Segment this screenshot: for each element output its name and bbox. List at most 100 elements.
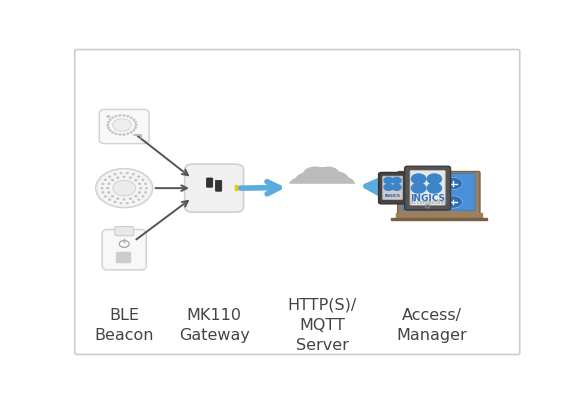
Circle shape <box>107 127 109 128</box>
Bar <box>121 256 125 259</box>
Circle shape <box>405 177 423 190</box>
Circle shape <box>114 174 116 175</box>
Bar <box>396 213 482 218</box>
Circle shape <box>411 183 426 193</box>
Circle shape <box>133 130 135 131</box>
Circle shape <box>392 184 401 190</box>
FancyBboxPatch shape <box>75 50 520 354</box>
Circle shape <box>115 133 117 134</box>
Circle shape <box>115 116 117 117</box>
Circle shape <box>142 179 144 180</box>
Text: INGICS: INGICS <box>385 194 400 198</box>
Circle shape <box>135 124 137 126</box>
Bar <box>235 185 237 190</box>
FancyBboxPatch shape <box>410 170 445 205</box>
Circle shape <box>113 119 131 131</box>
Text: iot connectivity: iot connectivity <box>409 200 447 205</box>
Circle shape <box>135 196 137 197</box>
Bar <box>121 252 125 255</box>
Circle shape <box>135 122 136 123</box>
Circle shape <box>108 192 110 193</box>
Circle shape <box>113 180 136 196</box>
Circle shape <box>140 188 142 189</box>
Circle shape <box>130 117 132 118</box>
Circle shape <box>119 134 121 135</box>
Circle shape <box>135 180 137 181</box>
Circle shape <box>335 178 354 191</box>
Circle shape <box>129 177 132 178</box>
Ellipse shape <box>96 168 153 208</box>
Circle shape <box>142 196 144 197</box>
FancyBboxPatch shape <box>215 180 222 191</box>
Text: Access/
Manager: Access/ Manager <box>397 308 467 342</box>
Circle shape <box>133 119 135 120</box>
Circle shape <box>427 183 441 193</box>
Circle shape <box>108 183 110 184</box>
Bar <box>390 218 487 220</box>
Circle shape <box>444 177 462 190</box>
Circle shape <box>111 196 114 197</box>
Circle shape <box>146 188 147 189</box>
Circle shape <box>104 196 106 197</box>
Circle shape <box>384 184 393 190</box>
Circle shape <box>130 132 132 133</box>
Bar <box>116 259 121 262</box>
FancyBboxPatch shape <box>398 172 480 214</box>
Circle shape <box>295 173 322 191</box>
Bar <box>126 259 130 262</box>
Circle shape <box>107 116 110 118</box>
Circle shape <box>384 177 393 184</box>
FancyBboxPatch shape <box>206 178 213 187</box>
Circle shape <box>126 172 128 174</box>
Circle shape <box>145 192 146 193</box>
Circle shape <box>411 174 426 184</box>
Circle shape <box>135 127 136 128</box>
Text: MK110
Gateway: MK110 Gateway <box>179 308 249 342</box>
Bar <box>126 252 130 255</box>
Circle shape <box>129 198 132 199</box>
Circle shape <box>102 192 104 193</box>
Ellipse shape <box>99 170 150 206</box>
Circle shape <box>138 199 140 200</box>
Circle shape <box>120 172 122 174</box>
FancyBboxPatch shape <box>405 166 451 210</box>
FancyBboxPatch shape <box>383 176 403 200</box>
Circle shape <box>126 203 128 204</box>
Circle shape <box>133 174 134 175</box>
FancyBboxPatch shape <box>99 110 149 144</box>
Circle shape <box>119 115 121 116</box>
Text: HTTP(S)/
MQTT
Server: HTTP(S)/ MQTT Server <box>287 298 357 352</box>
Circle shape <box>124 176 125 178</box>
Circle shape <box>139 192 140 193</box>
Text: BLE
Beacon: BLE Beacon <box>95 308 154 342</box>
Circle shape <box>424 196 442 208</box>
Circle shape <box>289 178 309 192</box>
Text: INGICS: INGICS <box>410 194 445 204</box>
Circle shape <box>112 132 114 133</box>
Circle shape <box>322 172 349 190</box>
Circle shape <box>104 179 106 180</box>
Circle shape <box>120 203 122 204</box>
Bar <box>126 256 130 259</box>
Circle shape <box>123 115 125 116</box>
Circle shape <box>124 199 125 200</box>
Circle shape <box>107 188 108 189</box>
Circle shape <box>109 130 111 131</box>
Circle shape <box>139 183 140 184</box>
Circle shape <box>107 124 108 126</box>
Circle shape <box>405 196 423 208</box>
Circle shape <box>117 198 119 199</box>
Circle shape <box>123 134 125 135</box>
Circle shape <box>107 122 109 123</box>
Circle shape <box>117 177 119 178</box>
Bar <box>116 252 121 255</box>
FancyBboxPatch shape <box>102 230 146 270</box>
Bar <box>121 259 125 262</box>
Circle shape <box>317 167 339 182</box>
Circle shape <box>303 167 327 183</box>
Circle shape <box>127 116 129 117</box>
Circle shape <box>305 168 339 191</box>
Circle shape <box>427 174 441 184</box>
Circle shape <box>109 176 110 177</box>
FancyBboxPatch shape <box>403 173 475 211</box>
